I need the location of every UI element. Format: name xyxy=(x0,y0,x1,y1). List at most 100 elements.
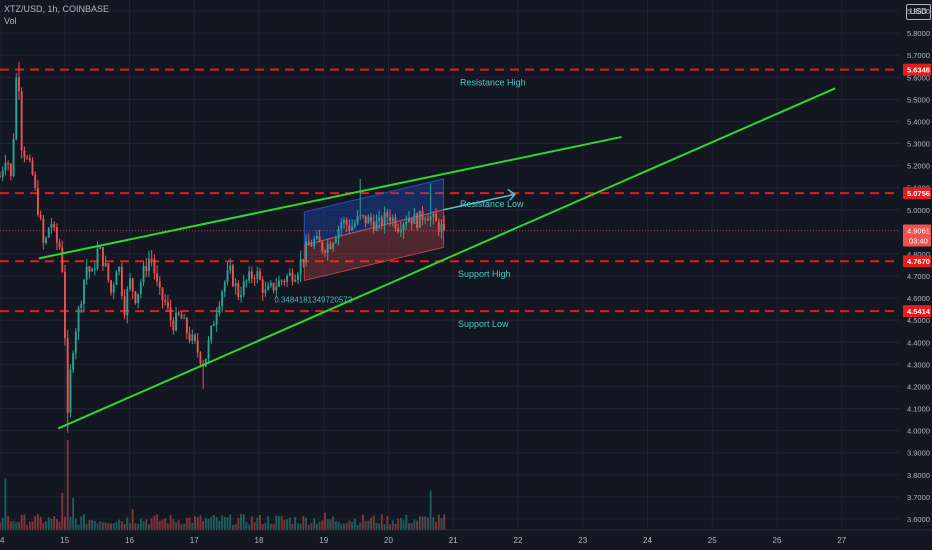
price-level-tag-text: 4.7670 xyxy=(907,257,930,266)
volume-bar xyxy=(275,515,278,530)
candle-body xyxy=(104,263,107,267)
candle-body xyxy=(213,324,215,326)
volume-bar xyxy=(269,523,272,530)
candle-body xyxy=(378,217,381,222)
volume-bar xyxy=(218,520,221,530)
candle-body xyxy=(443,224,446,231)
candle-body xyxy=(264,289,267,293)
price-tick-label: 4.2000 xyxy=(907,382,930,391)
price-tick-label: 5.0000 xyxy=(907,206,930,215)
candle-body xyxy=(142,266,145,283)
volume-bar xyxy=(72,497,75,530)
time-axis[interactable]: 14 15 16 17 18 19 20 21 22 23 24 25 26 27 xyxy=(0,529,932,550)
price-axis[interactable]: 5.9000 5.8000 5.7000 5.6000 5.5000 5.4000 5.30… xyxy=(902,0,932,550)
currency-badge[interactable]: USD xyxy=(906,4,931,20)
candle-body xyxy=(399,230,402,232)
volume-bar xyxy=(345,523,348,530)
volume-bar xyxy=(267,516,270,530)
candle-body xyxy=(118,266,121,272)
candle-body xyxy=(253,278,256,280)
volume-bar xyxy=(375,522,378,530)
last-price-value: 4.9061 xyxy=(907,227,930,236)
candle-body xyxy=(175,312,177,331)
candlesticks xyxy=(0,61,446,433)
volume-bar xyxy=(432,516,435,530)
candle-body xyxy=(242,281,245,295)
volume-bar xyxy=(169,514,172,530)
candle-body xyxy=(424,218,427,220)
volume-bar xyxy=(96,523,99,530)
time-tick-label: 23 xyxy=(578,536,587,545)
candle-body xyxy=(161,287,164,300)
candle-body xyxy=(123,296,126,316)
candle-body xyxy=(269,282,272,286)
volume-bar xyxy=(104,522,107,530)
candle-body xyxy=(145,266,148,272)
volume-bar xyxy=(107,523,110,530)
candle-body xyxy=(440,224,443,232)
price-level-tag-text: 5.0756 xyxy=(907,189,930,198)
candle-body xyxy=(207,340,210,359)
volume-bar xyxy=(429,490,432,530)
candle-body xyxy=(310,245,313,247)
volume-bar xyxy=(115,522,118,530)
volume-bar xyxy=(259,514,261,530)
symbol-title[interactable]: XTZ/USD, 1h, COINBASE xyxy=(4,4,110,14)
volume-bar xyxy=(264,522,267,530)
volume-bar xyxy=(85,523,88,530)
volume-bar xyxy=(77,524,80,530)
volume-bar xyxy=(28,521,31,530)
volume-bar xyxy=(405,514,408,530)
candle-body xyxy=(315,236,318,239)
price-tick-label: 5.4000 xyxy=(907,117,930,126)
candle-body xyxy=(313,238,316,247)
candle-body xyxy=(302,259,305,261)
candle-body xyxy=(408,218,410,222)
volume-bar xyxy=(142,521,145,530)
candle-body xyxy=(299,259,302,275)
volume-bar xyxy=(413,519,416,530)
candle-body xyxy=(134,291,137,304)
volume-bar xyxy=(36,514,39,530)
annotations: Resistance High Resistance Low Support Hig… xyxy=(274,78,525,329)
candle-body xyxy=(237,283,240,298)
candle-body xyxy=(359,215,362,217)
candle-body xyxy=(139,282,142,294)
volume-bar xyxy=(391,520,394,530)
volume-label[interactable]: Vol xyxy=(4,16,17,26)
volume-bar xyxy=(261,523,264,530)
candle-body xyxy=(256,271,259,279)
candle-body xyxy=(93,268,96,270)
time-axis-background xyxy=(0,530,932,550)
volume-bar xyxy=(245,522,248,530)
volume-bar xyxy=(305,517,307,530)
candle-body xyxy=(223,282,226,292)
volume-bar xyxy=(15,522,18,530)
candle-body xyxy=(248,271,251,281)
candle-body xyxy=(50,224,53,228)
candle-body xyxy=(148,258,150,272)
candle-body xyxy=(18,77,20,92)
volume-bar xyxy=(221,515,224,530)
candle-body xyxy=(405,221,408,225)
candle-body xyxy=(353,223,356,227)
candle-body xyxy=(115,271,118,285)
volume-bar xyxy=(110,523,112,530)
price-tick-label: 4.6000 xyxy=(907,294,930,303)
volume-bar xyxy=(278,516,280,530)
volume-bar xyxy=(226,517,229,530)
volume-bar xyxy=(91,520,94,530)
volume-bar xyxy=(356,525,359,530)
volume-bar xyxy=(329,519,332,530)
volume-bar xyxy=(437,514,440,530)
candle-body xyxy=(348,224,351,231)
candle-body xyxy=(291,272,294,282)
price-tick-label: 4.0000 xyxy=(907,427,930,436)
price-tick-label: 5.9000 xyxy=(907,7,930,16)
volume-bar xyxy=(120,521,123,530)
volume-bar xyxy=(99,521,102,530)
candle-body xyxy=(20,91,23,151)
candle-body xyxy=(386,212,389,217)
volume-bar xyxy=(191,522,194,530)
